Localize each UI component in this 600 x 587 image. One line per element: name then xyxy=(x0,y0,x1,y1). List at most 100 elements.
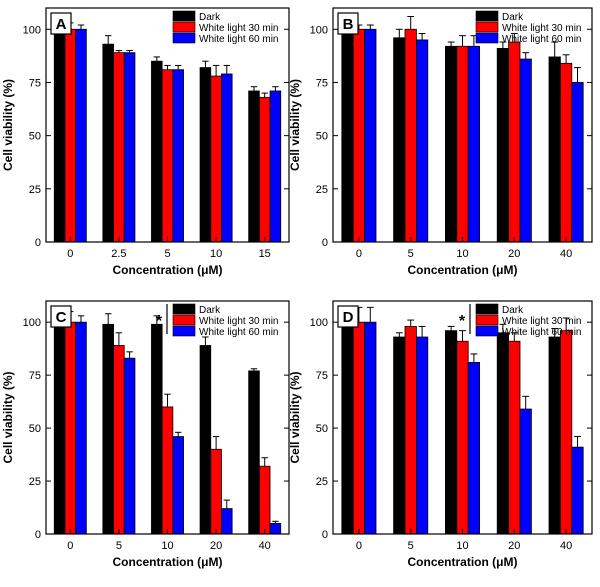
y-axis-title: Cell viability (%) xyxy=(1,79,15,171)
x-tick-label: 2.5 xyxy=(111,248,126,260)
bar-white-light-30-min-40 xyxy=(560,62,573,243)
bar-white-light-60-min-15 xyxy=(269,90,282,243)
bar-dark-20 xyxy=(496,332,510,535)
bar-white-light-30-min-0 xyxy=(352,321,366,535)
bar-dark-15 xyxy=(248,90,260,243)
bar-white-light-30-min-2_5 xyxy=(113,52,125,243)
panel-label-box xyxy=(50,305,72,328)
bar-dark-10 xyxy=(445,330,458,535)
bar-dark-40 xyxy=(248,370,260,535)
y-tick-label: 50 xyxy=(29,423,41,435)
bar-dark-5 xyxy=(393,37,406,243)
bar-dark-10 xyxy=(199,67,212,243)
bar-dark-20 xyxy=(496,48,510,243)
x-tick-label: 20 xyxy=(508,540,520,552)
bar-dark-0 xyxy=(341,28,354,243)
bar-white-light-60-min-5 xyxy=(123,357,136,535)
x-tick-label: 0 xyxy=(67,248,73,260)
y-tick-label: 75 xyxy=(316,370,328,382)
x-tick-label: 10 xyxy=(161,540,173,552)
panel-label: C xyxy=(56,309,67,326)
chart-panel-c: 0 25 50 75 100 0 5 10 20 40 Concentration (μM) Cell… xyxy=(1,300,290,569)
bar-dark-0 xyxy=(53,28,66,243)
bar-white-light-60-min-5 xyxy=(415,39,429,243)
y-tick-label: 25 xyxy=(316,476,328,488)
bar-white-light-60-min-10 xyxy=(467,45,481,243)
legend-swatch xyxy=(475,303,499,315)
bar-white-light-30-min-40 xyxy=(560,330,573,535)
bar-white-light-60-min-40 xyxy=(269,523,282,535)
legend-swatch xyxy=(475,314,499,326)
panel-label-box xyxy=(337,12,359,35)
bar-dark-10 xyxy=(151,323,163,535)
x-axis-title: Concentration (μM) xyxy=(408,555,518,569)
y-tick-label: 75 xyxy=(29,77,41,89)
x-tick-label: 0 xyxy=(356,248,362,260)
bar-white-light-30-min-0 xyxy=(64,321,77,535)
bar-dark-20 xyxy=(199,345,212,535)
bar-white-light-30-min-0 xyxy=(64,28,77,243)
y-tick-label: 0 xyxy=(35,237,41,249)
bar-white-light-60-min-0 xyxy=(75,28,87,243)
x-tick-label: 40 xyxy=(560,540,572,552)
legend-entry-label: White light 60 min xyxy=(502,34,581,45)
legend-swatch xyxy=(172,32,196,44)
legend-entry-label: White light 30 min xyxy=(199,23,278,34)
y-tick-label: 25 xyxy=(29,476,41,488)
significance-star: * xyxy=(459,313,466,330)
x-tick-label: 0 xyxy=(356,540,362,552)
legend-swatch xyxy=(172,314,196,326)
x-tick-label: 10 xyxy=(210,248,222,260)
x-tick-label: 5 xyxy=(116,540,122,552)
bar-white-light-30-min-20 xyxy=(210,448,222,535)
legend-swatch xyxy=(172,303,196,315)
bar-white-light-60-min-20 xyxy=(519,58,532,243)
legend-entry-label: Dark xyxy=(199,12,221,23)
legend-swatch xyxy=(475,32,499,44)
y-tick-label: 100 xyxy=(23,24,41,36)
bar-white-light-30-min-10 xyxy=(456,340,469,535)
y-tick-label: 75 xyxy=(29,370,41,382)
x-axis-title: Concentration (μM) xyxy=(113,263,223,277)
y-tick-label: 100 xyxy=(310,317,328,329)
x-tick-label: 5 xyxy=(164,248,170,260)
bar-white-light-30-min-10 xyxy=(456,45,469,243)
bar-white-light-30-min-20 xyxy=(508,41,521,243)
chart-panel-d: 0 25 50 75 100 0 5 10 20 40 Concentration (μM) Cell… xyxy=(288,300,593,569)
legend-swatch xyxy=(475,325,499,337)
x-tick-label: 10 xyxy=(456,248,468,260)
legend-entry-label: White light 30 min xyxy=(199,316,278,327)
x-tick-label: 5 xyxy=(408,248,414,260)
bar-white-light-30-min-40 xyxy=(258,465,271,535)
bar-white-light-30-min-5 xyxy=(161,69,174,243)
x-tick-label: 5 xyxy=(408,540,414,552)
bar-white-light-60-min-10 xyxy=(467,362,481,535)
x-tick-label: 40 xyxy=(259,540,271,552)
bar-dark-5 xyxy=(151,60,163,243)
bar-white-light-60-min-0 xyxy=(364,28,377,243)
legend-swatch xyxy=(172,10,196,22)
legend-entry-label: Dark xyxy=(199,305,221,316)
legend-entry-label: White light 60 min xyxy=(502,327,581,338)
y-tick-label: 0 xyxy=(322,237,328,249)
x-tick-label: 0 xyxy=(67,540,73,552)
legend-entry-label: Dark xyxy=(502,305,524,316)
bar-dark-5 xyxy=(102,323,114,535)
x-tick-label: 10 xyxy=(456,540,468,552)
bar-white-light-30-min-5 xyxy=(113,345,125,535)
legend-swatch xyxy=(172,21,196,33)
panel-label: B xyxy=(343,16,354,33)
legend-entry-label: Dark xyxy=(502,12,524,23)
bar-dark-0 xyxy=(53,321,66,535)
y-tick-label: 50 xyxy=(316,423,328,435)
bar-white-light-60-min-5 xyxy=(172,69,184,243)
bar-white-light-30-min-15 xyxy=(258,96,271,243)
x-tick-label: 15 xyxy=(259,248,271,260)
y-axis-title: Cell viability (%) xyxy=(1,371,15,463)
x-tick-label: 40 xyxy=(560,248,572,260)
y-tick-label: 75 xyxy=(316,77,328,89)
bar-white-light-60-min-0 xyxy=(364,321,377,535)
